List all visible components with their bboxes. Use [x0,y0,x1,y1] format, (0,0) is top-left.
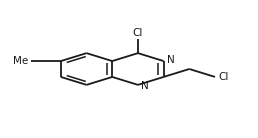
Text: N: N [167,55,175,65]
Text: Cl: Cl [218,72,229,82]
Text: Me: Me [13,56,29,66]
Text: Cl: Cl [133,28,143,38]
Text: N: N [141,81,149,91]
